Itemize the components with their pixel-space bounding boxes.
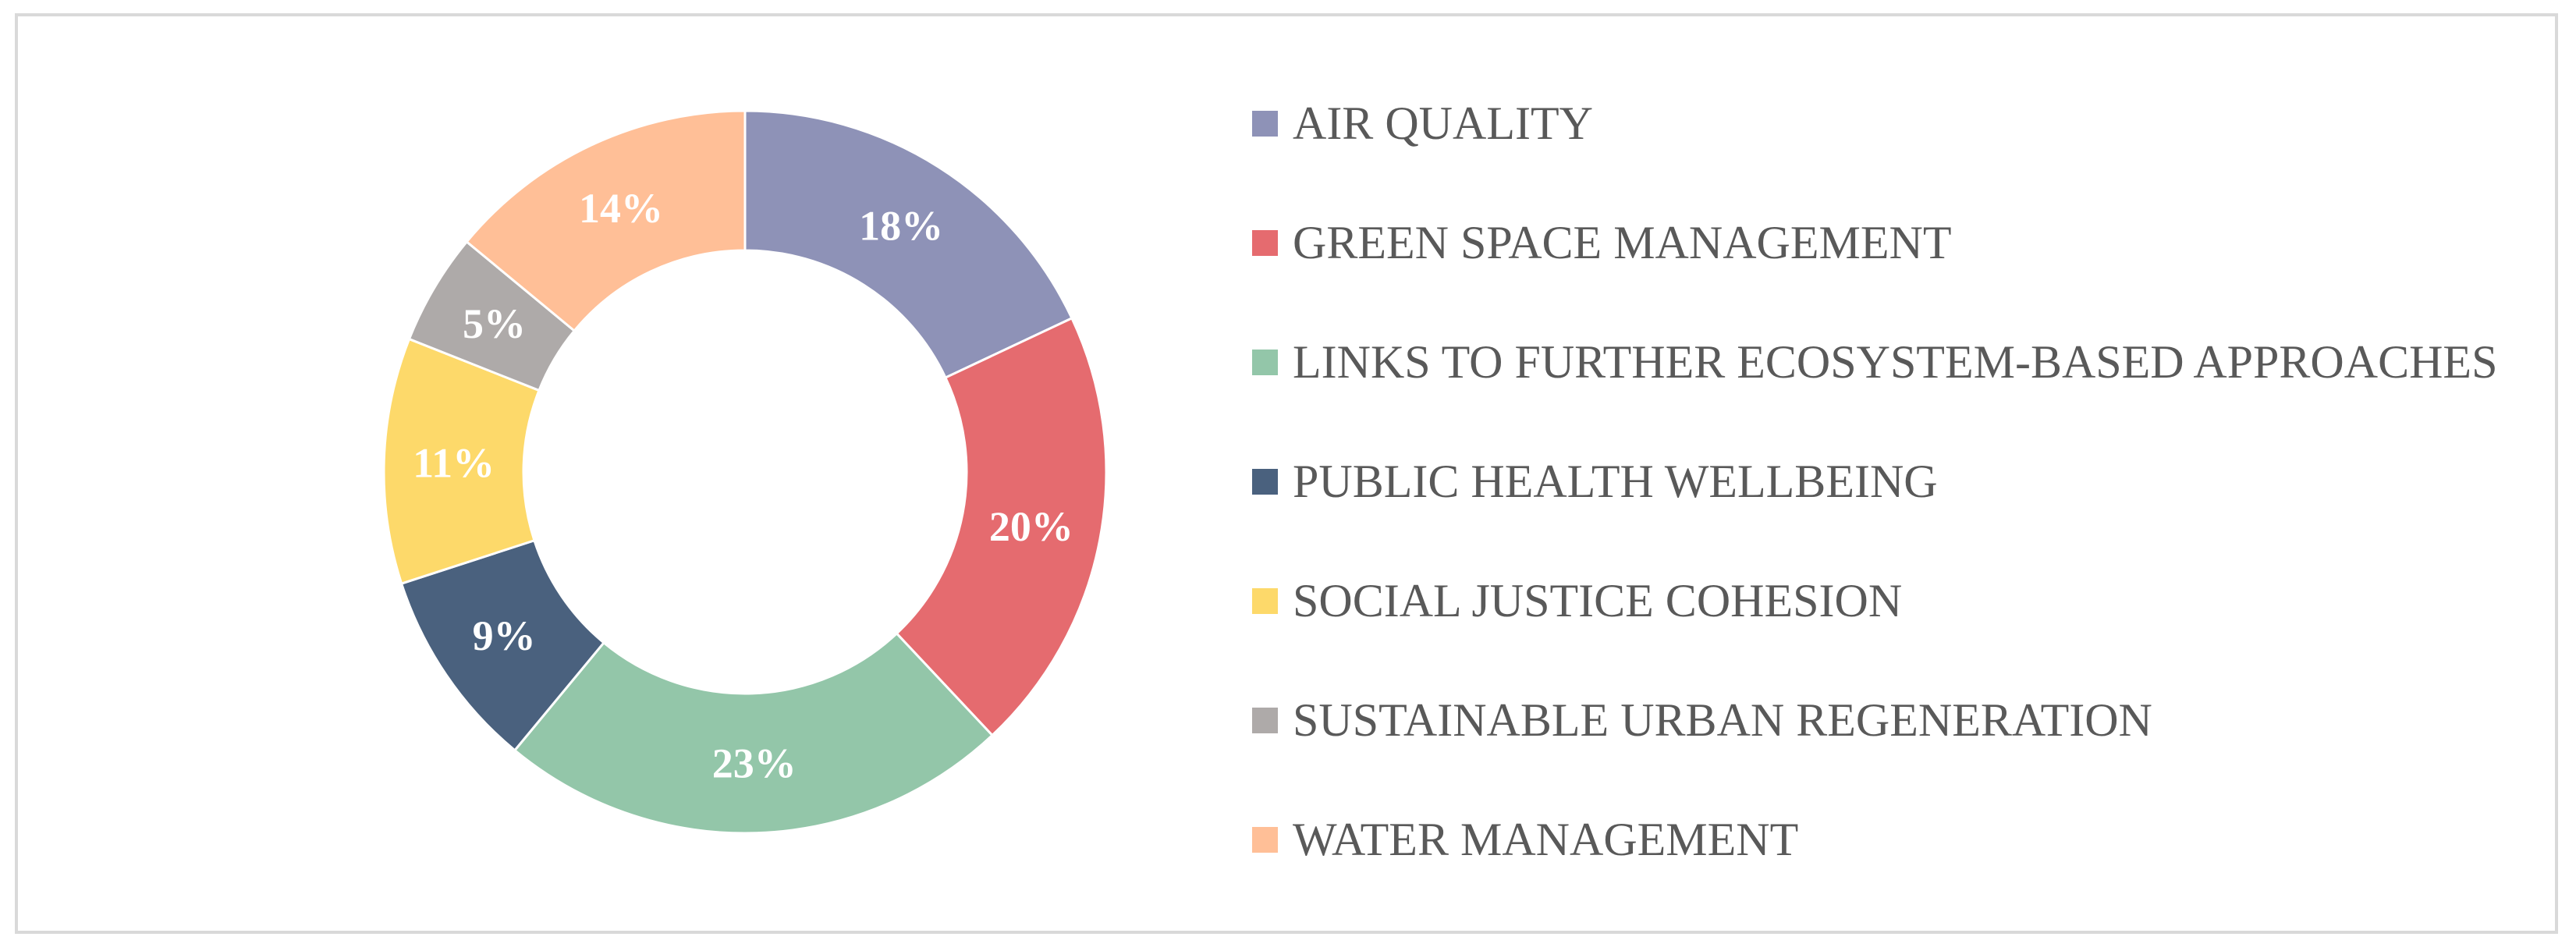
legend-item-water-management: WATER MANAGEMENT bbox=[1252, 808, 2532, 928]
data-label-links-to-further-ecosystem-based-approaches: 23% bbox=[712, 740, 797, 786]
legend-label: SOCIAL JUSTICE COHESION bbox=[1293, 575, 1903, 626]
legend-item-links-to-further-ecosystem-based-approaches: LINKS TO FURTHER ECOSYSTEM-BASED APPROAC… bbox=[1252, 331, 2532, 450]
data-label-air-quality: 18% bbox=[859, 203, 943, 250]
slice-links-to-further-ecosystem-based-approaches bbox=[513, 631, 995, 835]
chart-legend: AIR QUALITY GREEN SPACE MANAGEMENT LINKS T… bbox=[1252, 92, 2532, 928]
legend-label: PUBLIC HEALTH WELLBEING bbox=[1293, 456, 1938, 507]
donut-data-labels: 18% 20% 23% 9% 11% 5% 14% bbox=[413, 185, 1073, 786]
legend-label: SUSTAINABLE URBAN REGENERATION bbox=[1293, 694, 2152, 746]
legend-swatch bbox=[1252, 469, 1278, 495]
legend-item-public-health-wellbeing: PUBLIC HEALTH WELLBEING bbox=[1252, 450, 2532, 570]
legend-item-social-justice-cohesion: SOCIAL JUSTICE COHESION bbox=[1252, 570, 2532, 689]
slice-water-management bbox=[465, 109, 747, 333]
legend-swatch bbox=[1252, 827, 1278, 853]
legend-label: GREEN SPACE MANAGEMENT bbox=[1293, 217, 1952, 268]
legend-item-sustainable-urban-regeneration: SUSTAINABLE URBAN REGENERATION bbox=[1252, 689, 2532, 808]
data-label-social-justice-cohesion: 11% bbox=[413, 439, 495, 486]
data-label-green-space-management: 20% bbox=[989, 503, 1073, 550]
legend-swatch bbox=[1252, 230, 1278, 256]
slice-air-quality bbox=[743, 109, 1073, 380]
data-label-sustainable-urban-regeneration: 5% bbox=[463, 300, 526, 347]
legend-item-green-space-management: GREEN SPACE MANAGEMENT bbox=[1252, 211, 2532, 331]
slice-green-space-management bbox=[895, 316, 1108, 737]
legend-swatch bbox=[1252, 708, 1278, 733]
legend-swatch bbox=[1252, 588, 1278, 614]
data-label-public-health-wellbeing: 9% bbox=[473, 612, 536, 659]
legend-label: WATER MANAGEMENT bbox=[1293, 814, 1799, 865]
legend-swatch bbox=[1252, 111, 1278, 137]
legend-swatch bbox=[1252, 350, 1278, 375]
donut-slices bbox=[382, 109, 1108, 835]
legend-item-air-quality: AIR QUALITY bbox=[1252, 92, 2532, 211]
legend-label: AIR QUALITY bbox=[1293, 98, 1593, 149]
legend-label: LINKS TO FURTHER ECOSYSTEM-BASED APPROAC… bbox=[1293, 336, 2498, 388]
data-label-water-management: 14% bbox=[579, 185, 663, 232]
